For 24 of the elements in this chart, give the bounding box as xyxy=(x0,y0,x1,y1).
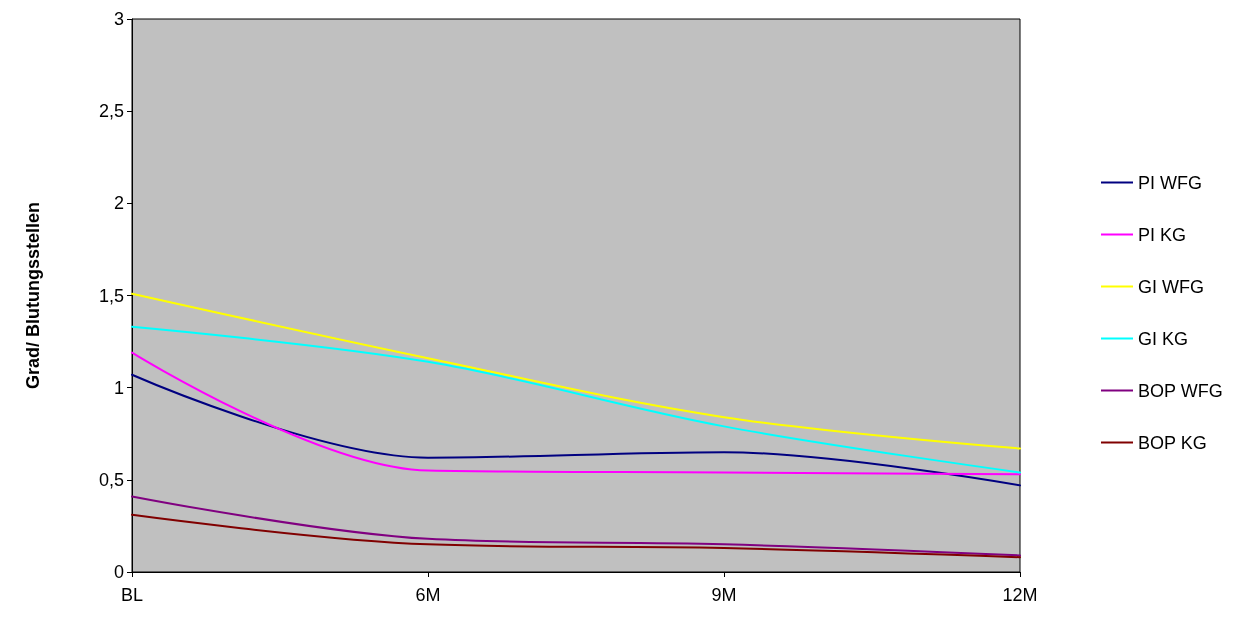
legend-label: GI KG xyxy=(1138,328,1189,349)
y-tick-label: 2 xyxy=(113,193,124,214)
y-tick-label: 1 xyxy=(113,377,124,398)
legend-label: PI KG xyxy=(1138,224,1187,245)
y-tick-label: 3 xyxy=(113,9,124,29)
legend-label: PI WFG xyxy=(1138,172,1202,193)
line-series xyxy=(131,292,1021,450)
line-series xyxy=(131,351,1021,476)
x-tick-label: 9M xyxy=(711,585,737,605)
y-tick-label: 1,5 xyxy=(98,285,124,306)
line-series xyxy=(131,373,1021,487)
y-axis-title: Grad/ Blutungsstellen xyxy=(23,201,43,390)
legend-label: BOP WFG xyxy=(1138,380,1223,401)
legend-label: GI WFG xyxy=(1138,276,1204,297)
line-series xyxy=(131,513,1021,559)
line-series xyxy=(131,325,1021,474)
legend-label: BOP KG xyxy=(1138,432,1207,453)
y-tick-label: 0,5 xyxy=(98,469,124,490)
y-tick-label: 2,5 xyxy=(98,101,124,122)
x-tick-label: 12M xyxy=(1002,585,1038,605)
y-tick-label: 0 xyxy=(113,562,124,582)
x-tick-label: BL xyxy=(120,585,144,605)
x-tick-label: 6M xyxy=(415,585,441,605)
line-series xyxy=(131,495,1021,557)
